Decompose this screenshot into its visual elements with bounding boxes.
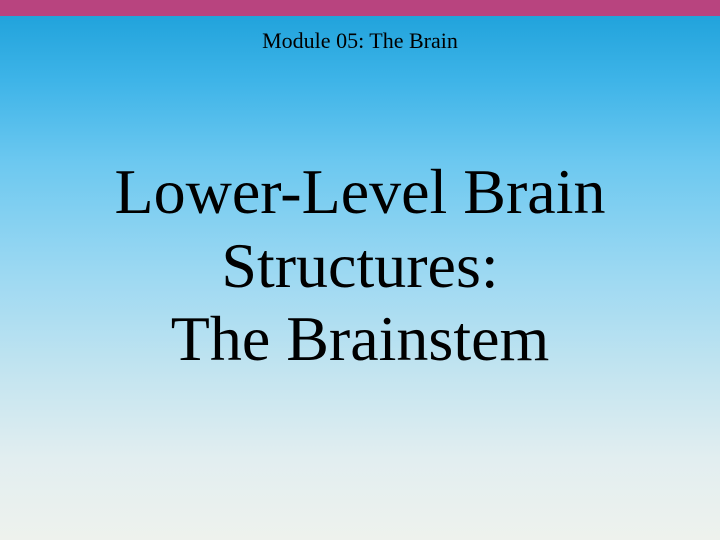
main-title: Lower-Level Brain Structures: The Brains… bbox=[0, 155, 720, 376]
slide-container: Module 05: The Brain Lower-Level Brain S… bbox=[0, 0, 720, 540]
title-line-2: Structures: bbox=[0, 229, 720, 303]
top-accent-bar bbox=[0, 0, 720, 16]
module-header: Module 05: The Brain bbox=[0, 28, 720, 54]
title-line-1: Lower-Level Brain bbox=[0, 155, 720, 229]
title-line-3: The Brainstem bbox=[0, 302, 720, 376]
